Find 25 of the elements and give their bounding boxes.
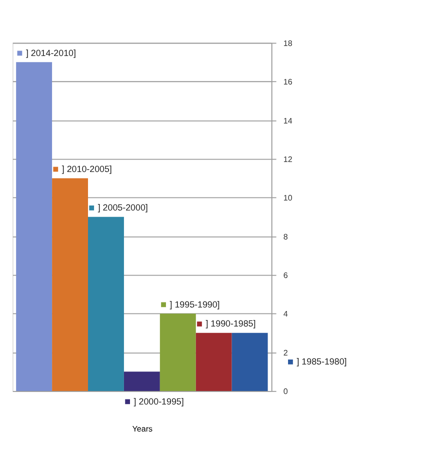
- bar: [232, 332, 268, 391]
- legend-label: ] 2010-2005]: [62, 164, 112, 174]
- y-tick-label: 0: [283, 387, 288, 396]
- x-axis-title: Years: [132, 424, 152, 434]
- y-tick-label: 18: [283, 38, 293, 48]
- legend-label: ] 2000-1995]: [134, 396, 184, 406]
- legend-label: ] 1990-1985]: [206, 318, 256, 329]
- y-tick-label: 10: [283, 194, 293, 203]
- bar: [196, 332, 232, 391]
- legend-label: ] 1985-1980]: [296, 356, 347, 367]
- bar: [88, 216, 124, 391]
- y-tick-label: 4: [283, 310, 288, 319]
- y-tick-label: 6: [283, 271, 288, 280]
- bar: [16, 62, 52, 391]
- y-tick-label: 8: [283, 232, 288, 242]
- legend-label: ] 1995-1990]: [170, 299, 220, 310]
- y-tick-label: 2: [283, 348, 288, 358]
- bar: [160, 314, 196, 391]
- y-tick-label: 14: [283, 116, 293, 126]
- y-tick-label: 16: [283, 78, 293, 87]
- legend-label: ] 2005-2000]: [98, 202, 148, 213]
- y-tick-label: 12: [283, 154, 293, 164]
- bar: [124, 372, 160, 391]
- bar: [52, 178, 88, 391]
- legend-label: ] 2014-2010]: [26, 48, 76, 58]
